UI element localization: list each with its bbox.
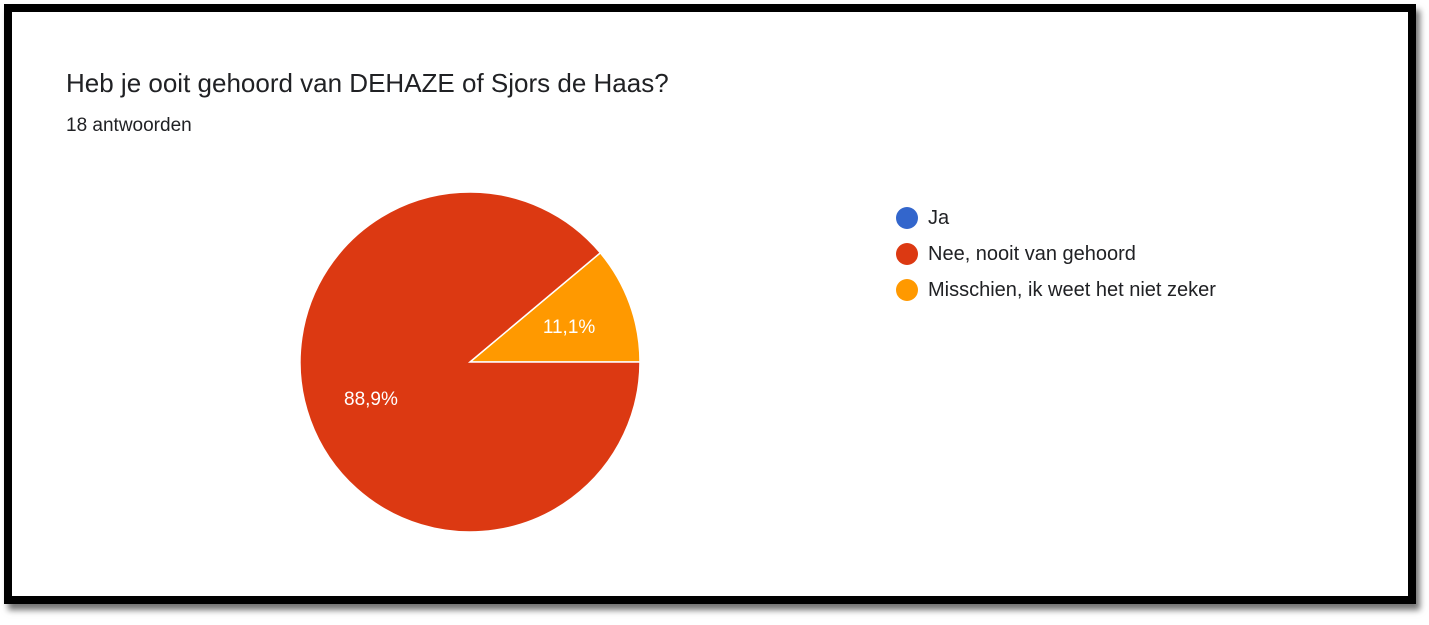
legend-label-0: Ja: [928, 206, 950, 229]
legend-label-2: Misschien, ik weet het niet zeker: [928, 278, 1216, 301]
slice-value-label-2: 11,1%: [543, 317, 596, 338]
response-count: 18 antwoorden: [66, 115, 192, 136]
chart-card: Heb je ooit gehoord van DEHAZE of Sjors …: [4, 4, 1416, 604]
chart-legend: Ja Nee, nooit van gehoord Misschien, ik we…: [896, 200, 1216, 308]
legend-swatch-2: [896, 279, 918, 301]
pie-chart: 11,1% 88,9%: [299, 191, 641, 533]
legend-label-1: Nee, nooit van gehoord: [928, 242, 1136, 265]
pie-slice-1[interactable]: [299, 191, 641, 533]
chart-title: Heb je ooit gehoord van DEHAZE of Sjors …: [66, 68, 669, 98]
legend-swatch-1: [896, 243, 918, 265]
pie-slice-2[interactable]: [467, 251, 641, 363]
legend-swatch-0: [896, 207, 918, 229]
legend-item-2[interactable]: Misschien, ik weet het niet zeker: [896, 272, 1216, 308]
slice-value-label-1: 88,9%: [344, 389, 398, 410]
legend-item-0[interactable]: Ja: [896, 200, 1216, 236]
legend-item-1[interactable]: Nee, nooit van gehoord: [896, 236, 1216, 272]
